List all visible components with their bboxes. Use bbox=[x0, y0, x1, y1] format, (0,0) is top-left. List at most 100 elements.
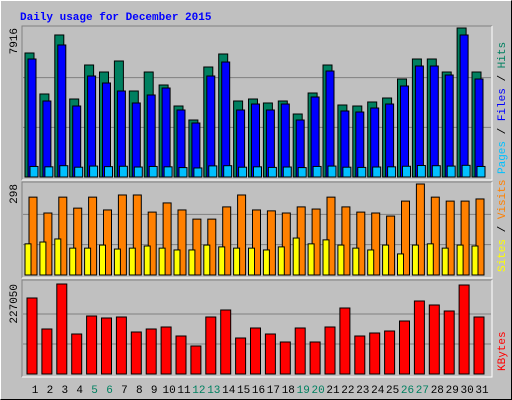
bar bbox=[324, 326, 336, 375]
bar bbox=[101, 317, 112, 375]
bar bbox=[413, 300, 425, 375]
bar bbox=[325, 70, 335, 178]
bar bbox=[128, 247, 136, 276]
x-tick-label: 11 bbox=[177, 385, 191, 397]
legend-separator: / bbox=[497, 121, 509, 141]
bar bbox=[250, 327, 261, 375]
x-tick-label: 7 bbox=[121, 385, 128, 397]
legend-entry: KBytes bbox=[497, 331, 509, 371]
bar bbox=[266, 210, 276, 276]
bar bbox=[342, 166, 352, 178]
bar bbox=[248, 247, 255, 276]
panel-bevel-dark bbox=[21, 279, 492, 377]
bar bbox=[175, 335, 187, 375]
bar bbox=[71, 333, 83, 375]
x-tick-label: 2 bbox=[47, 385, 54, 397]
bar bbox=[384, 330, 396, 375]
bar bbox=[133, 166, 143, 178]
bar bbox=[233, 247, 241, 276]
bar bbox=[74, 166, 84, 178]
bar bbox=[115, 316, 127, 375]
bar bbox=[146, 94, 156, 178]
x-tick-label: 16 bbox=[252, 385, 265, 397]
bar bbox=[160, 326, 172, 375]
y-tick-label: 298 bbox=[9, 184, 21, 204]
x-tick-label: 14 bbox=[222, 385, 236, 397]
bar bbox=[73, 207, 83, 276]
bar bbox=[397, 253, 404, 276]
bar bbox=[238, 166, 248, 178]
x-tick-label: 26 bbox=[401, 385, 414, 397]
bar bbox=[103, 209, 112, 276]
bar bbox=[130, 331, 142, 375]
bar bbox=[132, 194, 142, 276]
panel-bevel-light bbox=[22, 26, 493, 181]
bar bbox=[267, 166, 277, 178]
bar bbox=[176, 109, 186, 178]
bar bbox=[113, 248, 121, 276]
bar bbox=[24, 243, 32, 276]
bar bbox=[354, 335, 366, 375]
bar bbox=[235, 337, 247, 375]
bar bbox=[429, 65, 439, 178]
bar bbox=[131, 102, 141, 178]
bar bbox=[337, 244, 345, 276]
x-tick-label: 21 bbox=[326, 385, 340, 397]
x-tick-label: 24 bbox=[371, 385, 385, 397]
x-tick-label: 4 bbox=[76, 385, 83, 397]
x-tick-label: 27 bbox=[416, 385, 429, 397]
bar bbox=[89, 165, 99, 178]
bar bbox=[446, 165, 456, 178]
x-tick-label: 5 bbox=[91, 385, 98, 397]
bar bbox=[237, 194, 247, 276]
bar bbox=[86, 315, 98, 375]
bar bbox=[148, 165, 158, 178]
bar bbox=[473, 316, 485, 375]
x-tick-label: 30 bbox=[460, 385, 473, 397]
bar bbox=[471, 245, 479, 276]
bar bbox=[416, 165, 426, 178]
bar bbox=[401, 200, 410, 276]
bar bbox=[99, 244, 106, 276]
legend-entry: Hits bbox=[497, 42, 509, 68]
chart-title: Daily usage for December 2015 bbox=[20, 12, 212, 24]
bar bbox=[27, 58, 37, 178]
bar bbox=[251, 103, 260, 178]
legend-entry: Pages bbox=[497, 141, 509, 174]
bar bbox=[443, 310, 455, 375]
bar bbox=[282, 166, 292, 178]
legend-entry: Files bbox=[497, 88, 509, 121]
bar bbox=[441, 247, 449, 276]
bar bbox=[192, 218, 202, 276]
y-tick-label: 7916 bbox=[9, 28, 21, 54]
x-tick-label: 23 bbox=[356, 385, 369, 397]
bar bbox=[162, 202, 172, 276]
bar bbox=[445, 200, 455, 276]
bar bbox=[460, 200, 470, 276]
bar bbox=[173, 249, 181, 276]
panel-bevel-light bbox=[22, 182, 493, 279]
bar bbox=[414, 65, 424, 178]
legend-entry: Sites bbox=[497, 239, 509, 272]
bar bbox=[311, 208, 321, 276]
bar bbox=[104, 166, 113, 178]
x-tick-label: 22 bbox=[341, 385, 354, 397]
bar bbox=[44, 166, 54, 178]
bar bbox=[367, 249, 375, 276]
bar bbox=[475, 198, 485, 276]
bar bbox=[87, 75, 97, 178]
bar bbox=[147, 211, 157, 276]
x-tick-label: 29 bbox=[446, 385, 459, 397]
bar bbox=[117, 194, 127, 276]
bar bbox=[264, 333, 276, 375]
legend-entry: Visits bbox=[497, 180, 509, 220]
bar bbox=[399, 320, 410, 375]
x-tick-label: 19 bbox=[297, 385, 310, 397]
bar bbox=[327, 165, 337, 178]
bar bbox=[458, 284, 470, 375]
bar bbox=[326, 196, 336, 276]
bar bbox=[26, 297, 38, 375]
bar bbox=[84, 247, 92, 276]
bar bbox=[88, 196, 98, 276]
